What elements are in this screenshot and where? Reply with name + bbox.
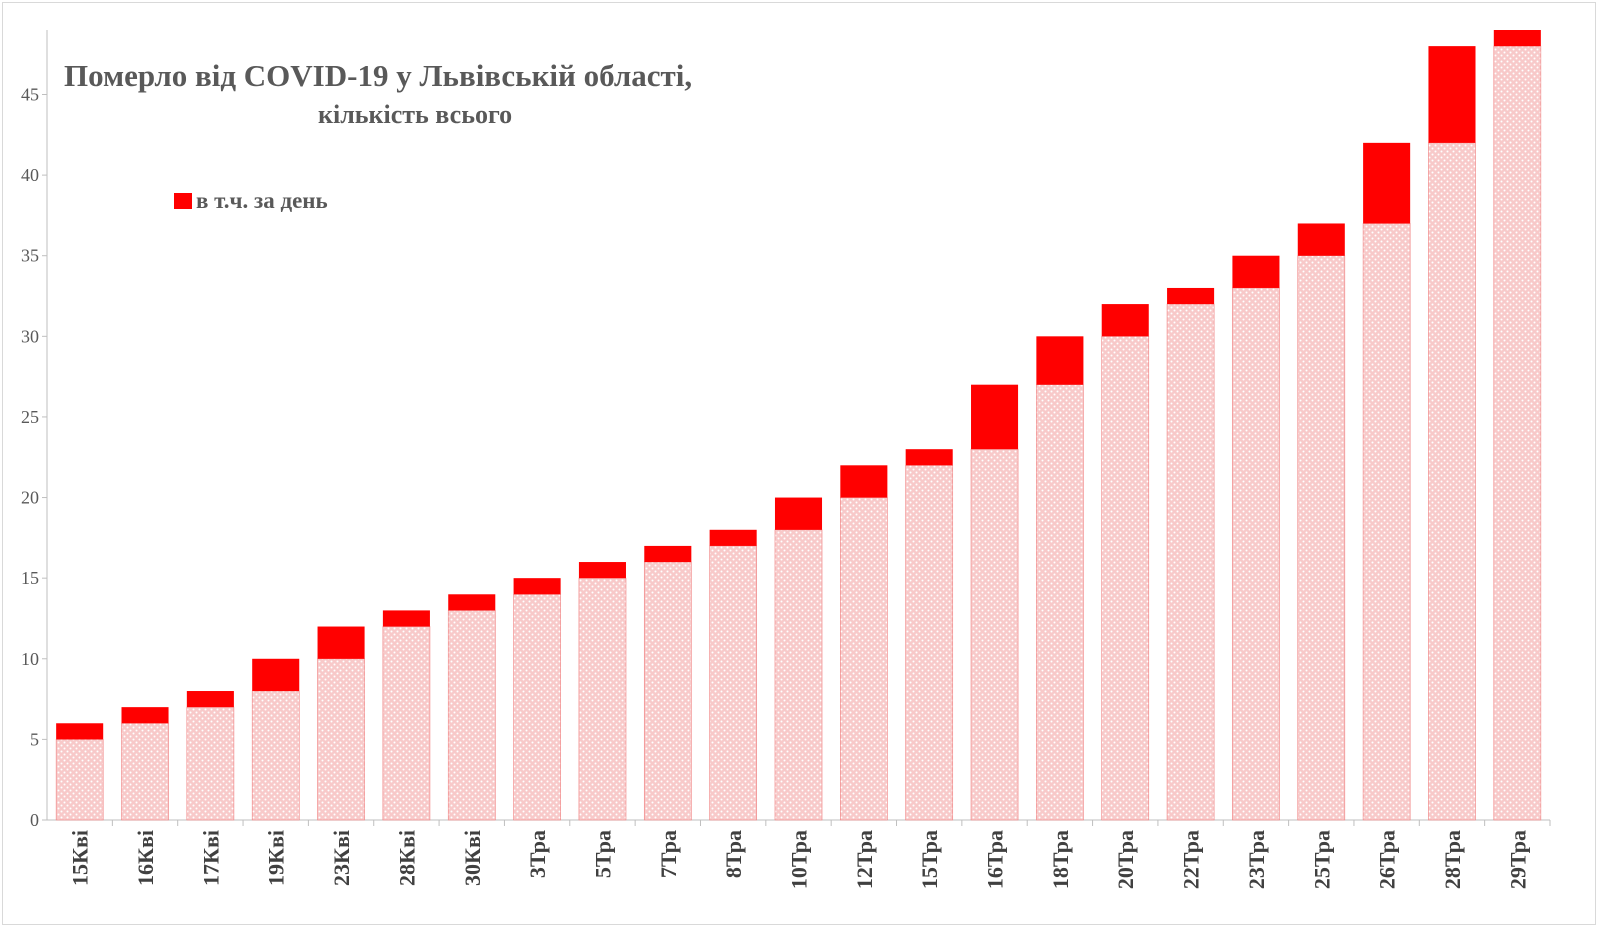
x-tick-label: 22Тра — [1179, 830, 1204, 889]
x-tick-label: 28Кві — [394, 830, 419, 886]
bar-daily — [1297, 223, 1345, 256]
y-tick-label: 45 — [21, 84, 39, 104]
bar-cumulative — [905, 465, 954, 821]
bar-cumulative — [840, 497, 888, 821]
x-tick-label: 25Тра — [1309, 830, 1334, 889]
bar-daily — [317, 626, 365, 659]
y-tick-label: 0 — [30, 810, 39, 830]
bar-daily — [1036, 336, 1084, 385]
y-tick-label: 20 — [21, 488, 39, 508]
bar-cumulative — [251, 690, 300, 821]
x-tick-label: 16Тра — [983, 830, 1008, 889]
legend: в т.ч. за день — [174, 188, 328, 214]
x-tick-label: 15Кві — [68, 830, 93, 886]
legend-swatch-daily — [174, 193, 192, 209]
bar-daily — [905, 449, 953, 466]
x-tick-label: 3Тра — [525, 830, 550, 878]
bar-daily — [709, 529, 757, 546]
bar-cumulative — [1036, 384, 1084, 821]
bar-daily — [56, 723, 104, 740]
x-tick-label: 16Кві — [133, 830, 158, 886]
x-tick-label: 8Тра — [721, 830, 746, 878]
bar-daily — [578, 562, 626, 579]
bar-cumulative — [513, 593, 561, 821]
bar-cumulative — [55, 739, 104, 821]
x-tick-label: 23Кві — [329, 830, 354, 886]
bar-daily — [448, 594, 496, 611]
x-tick-label: 19Кві — [264, 830, 289, 886]
x-tick-label: 23Тра — [1244, 830, 1269, 889]
x-tick-label: 30Кві — [460, 830, 485, 886]
y-tick-label: 35 — [21, 246, 39, 266]
bar-daily — [971, 384, 1019, 450]
bar-daily — [840, 465, 888, 498]
y-tick-label: 30 — [21, 326, 39, 346]
legend-label-daily: в т.ч. за день — [196, 188, 328, 213]
x-tick-label: 10Тра — [787, 830, 812, 889]
bar-daily — [644, 545, 692, 563]
bar-cumulative — [709, 545, 757, 821]
x-tick-label: 12Тра — [852, 830, 877, 889]
bar-cumulative — [643, 561, 692, 821]
bar-daily — [774, 497, 823, 530]
x-tick-label: 18Тра — [1048, 830, 1073, 889]
bar-daily — [186, 691, 234, 708]
x-tick-label: 28Тра — [1440, 830, 1465, 889]
bar-cumulative — [447, 610, 496, 821]
bar-daily — [382, 610, 430, 627]
bar-daily — [252, 658, 300, 692]
bar-daily — [121, 707, 169, 724]
bar-daily — [1428, 46, 1476, 143]
x-tick-label: 15Тра — [917, 830, 942, 889]
bar-cumulative — [1362, 223, 1411, 821]
x-tick-label: 17Кві — [198, 830, 223, 886]
bar-cumulative — [121, 722, 169, 821]
bar-cumulative — [1101, 336, 1150, 821]
y-tick-label: 25 — [21, 407, 39, 427]
bar-cumulative — [1493, 45, 1542, 821]
bar-cumulative — [1166, 303, 1215, 821]
x-tick-label: 29Тра — [1505, 830, 1530, 889]
y-tick-label: 10 — [21, 649, 39, 669]
bar-daily — [1167, 287, 1215, 305]
x-tick-label: 7Тра — [656, 830, 681, 878]
bar-cumulative — [578, 577, 627, 821]
bar-cumulative — [186, 706, 235, 821]
bar-cumulative — [970, 448, 1019, 821]
x-tick-label: 20Тра — [1113, 830, 1138, 889]
bar-cumulative — [1297, 255, 1346, 821]
bar-cumulative — [382, 626, 431, 821]
chart-subtitle: кількість всього — [318, 100, 513, 129]
chart-title: Померло від COVID-19 у Львівській област… — [64, 58, 693, 93]
y-tick-label: 40 — [21, 165, 39, 185]
bar-cumulative — [317, 658, 365, 821]
bar-daily — [1363, 142, 1411, 224]
x-tick-label: 26Тра — [1375, 830, 1400, 889]
bar-cumulative — [1232, 287, 1280, 821]
bar-cumulative — [774, 529, 823, 821]
bar-cumulative — [1428, 142, 1476, 821]
y-tick-label: 15 — [21, 568, 39, 588]
bar-daily — [1232, 255, 1280, 288]
bar-daily — [1493, 30, 1541, 47]
bar-daily — [513, 578, 561, 595]
bar-daily — [1101, 304, 1149, 337]
y-tick-label: 5 — [30, 729, 39, 749]
x-tick-label: 5Тра — [590, 830, 615, 878]
